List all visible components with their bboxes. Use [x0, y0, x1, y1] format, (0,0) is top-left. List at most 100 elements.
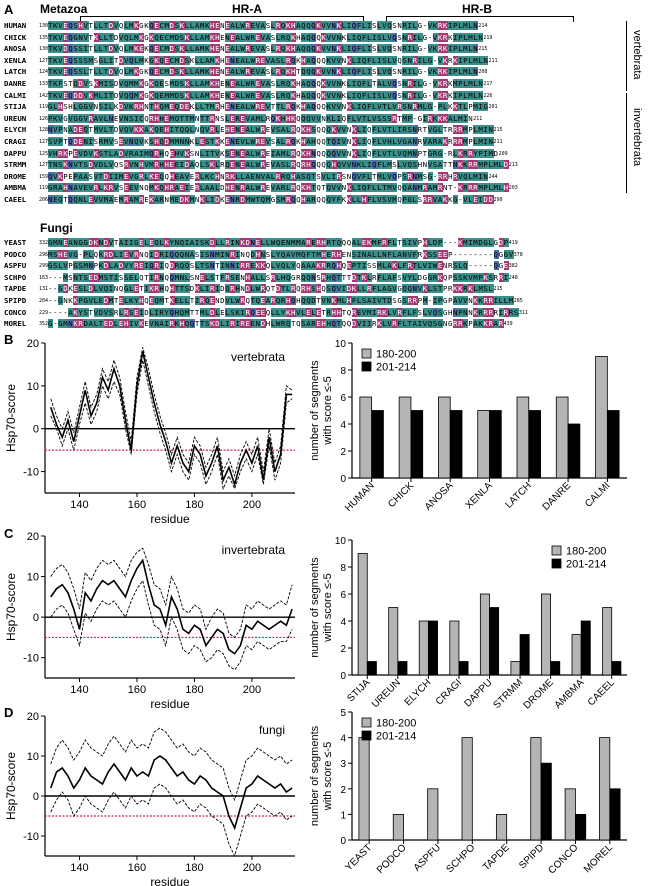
y-tick-label: 20 — [27, 338, 39, 350]
chart-title: fungi — [259, 723, 285, 737]
species-name: SCHPO — [4, 272, 27, 282]
bar-180-200 — [595, 356, 608, 479]
alignment-row: STRMM 127TNSKNVTSDVDLVQSRVNHVMRHHEEIDAQLS… — [4, 160, 518, 170]
end-position: 311 — [518, 309, 528, 316]
start-position: 127 — [39, 57, 49, 64]
start-position: 296 — [39, 251, 49, 258]
alignment-row: YEAST 332GMNEANGGDKNDVTAIIGELEQLKYNQIAISK… — [4, 238, 518, 248]
legend-swatch — [361, 717, 372, 728]
y-tick-label: 0 — [340, 836, 346, 847]
alignment-row: HUMAN 130TKVEQSHVTLLTDVQLMKGKQECMDSKLLAMK… — [4, 21, 487, 31]
bar-201-214 — [427, 620, 438, 676]
end-position: 211 — [493, 139, 503, 145]
end-position: 201 — [488, 104, 498, 111]
bar-180-200 — [438, 396, 451, 479]
invertebrata-brace — [626, 93, 627, 193]
start-position: 130 — [39, 46, 49, 53]
end-position: 211 — [488, 57, 498, 64]
y-tick-label: 4 — [340, 420, 346, 431]
species-name: ANOSA — [4, 44, 27, 54]
panel-letter-a: A — [4, 2, 14, 17]
sequence: NEQTQQNLEVVMAEMRAMREKARNMEDKMNKLIDKENRDM… — [48, 195, 494, 204]
alignment-row: LATCH 124TKVEQSSLTLLTDVQLMKGKQECMDSKLLAMK… — [4, 67, 487, 77]
y-tick-label: 10 — [335, 339, 347, 350]
bar-180-200 — [398, 396, 412, 479]
mean-score-line — [49, 755, 293, 831]
metazoa-title: Metazoa — [40, 2, 88, 16]
x-tick-label: 180 — [185, 862, 203, 874]
bar-201-214 — [410, 410, 424, 479]
bar-180-200 — [477, 410, 490, 479]
species-name: CRAGI — [4, 137, 27, 146]
sequence: TKVEQSSSMSGLITDVQLMKGKQECMDSKLLAMKHENEAL… — [48, 55, 489, 65]
y-tick-label: 5 — [340, 708, 346, 719]
species-name: ELYCH — [4, 125, 27, 135]
y-tick-label: 2 — [340, 785, 346, 796]
y-tick-label: 8 — [340, 366, 346, 377]
bar-180-200 — [479, 593, 490, 676]
legend-swatch — [361, 361, 372, 372]
start-position: 159 — [39, 173, 49, 180]
hr-b-bracket — [386, 16, 574, 22]
end-position: 382 — [508, 263, 518, 270]
x-tick-label: YEAST — [343, 842, 374, 873]
species-name: TAPDE — [4, 284, 27, 294]
end-position: 214 — [478, 23, 488, 29]
species-name: LATCH — [4, 67, 27, 77]
end-position: 244 — [488, 173, 498, 180]
panel-letter-b: B — [4, 332, 13, 347]
bar-201-214 — [489, 410, 502, 479]
sequence: --GDKESLDLVQINQGLETIKRHQHTTSDKLIRIDQRHND… — [48, 284, 494, 294]
alignment-row: XENLA 127TKVEQSSSMSGLITDVQLMKGKQECMDSKLLA… — [4, 55, 498, 66]
y-tick-label: 8 — [340, 563, 346, 574]
x-tick-label: AMBMA — [553, 677, 587, 711]
end-position: 215 — [478, 46, 488, 53]
x-tick-label: HUMAN — [343, 480, 377, 514]
x-tick-label: STIJA — [345, 677, 372, 704]
bar-180-200 — [602, 607, 613, 676]
alignment-row: SCHPO 163---MSNTSEDMSTISSELQTIRNQQMNLSNEL… — [4, 272, 518, 283]
hr-b-label: HR-B — [462, 2, 492, 16]
end-position: 215 — [493, 286, 503, 293]
end-position: 215 — [493, 127, 503, 134]
sequence: NVPNADEQTMVLTDVQVKKAKQEHITQQLNQVRLEHENEA… — [48, 125, 494, 135]
x-tick-label: ASPFU — [412, 842, 443, 873]
start-position: 135 — [39, 34, 49, 41]
species-name: STRMM — [4, 160, 27, 170]
panel-letter-d: D — [4, 705, 13, 720]
bound-score-line — [50, 783, 293, 858]
x-tick-label: LATCH — [503, 480, 533, 510]
x-tick-label: CALMI — [583, 480, 612, 509]
x-tick-label: TAPDE — [481, 842, 512, 873]
y-axis-label: number of segments — [309, 557, 321, 658]
bar-201-214 — [540, 762, 552, 841]
legend-label: 201-214 — [566, 559, 606, 571]
x-tick-label: ANOSA — [423, 480, 456, 513]
sequence: TKVEQSHVTLLTDVQLMKGKQECMDSKLLAMKHENEALWR… — [48, 21, 479, 30]
bar-201-214 — [567, 423, 581, 479]
end-position: 290 — [493, 197, 503, 203]
bound-score-line — [50, 360, 293, 491]
species-name: SPIPD — [4, 296, 27, 305]
alignment-row: TAPDE 131--GDKESLDLVQINQGLETIKRHQHTTSDKLI… — [4, 284, 503, 294]
end-position: 219 — [483, 34, 493, 41]
bar-chart-D: 0 1 2 3 4 5 YEAST PODCO ASPFU SCHPO TAPDE SPIPD CONC… — [309, 708, 627, 876]
end-position: 285 — [513, 298, 523, 304]
start-position: 124 — [39, 69, 49, 76]
sequence: MSHEVG-PLQKRDLIEVRNQIDRIQQQNASISNMINRINQ… — [48, 249, 514, 259]
start-position: 127 — [39, 162, 49, 169]
bar-180-200 — [418, 620, 429, 676]
alignment-row: PODCO 296MSHEVG-PLQKRDLIEVRNQIDRIQQQNASIS… — [4, 249, 523, 260]
x-tick-label: 160 — [128, 862, 146, 874]
x-tick-label: 160 — [128, 684, 146, 696]
x-tick-label: 200 — [243, 684, 261, 696]
end-position: 203 — [508, 185, 518, 192]
bar-201-214 — [371, 410, 384, 479]
bar-201-214 — [458, 661, 469, 676]
sequence: G-GMNKRDALTEDLEHIVKEVNAIRKHQQTTSKDLIRIRE… — [48, 319, 504, 329]
bar-180-200 — [510, 661, 521, 676]
y-axis-label-line2: with score ≤-5 — [322, 742, 334, 811]
end-position: 439 — [503, 321, 513, 328]
bar-180-200 — [357, 553, 368, 676]
sequence: TKVEQGNVTKLLTDVQLMKGKQECMDSKLLAMKHENEALW… — [48, 32, 484, 42]
